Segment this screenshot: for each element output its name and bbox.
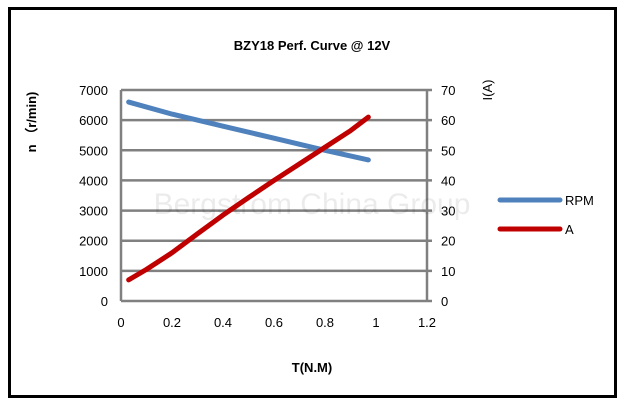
x-tick-label: 0.2 bbox=[163, 315, 181, 330]
legend-label-a: A bbox=[565, 222, 574, 237]
chart-title: BZY18 Perf. Curve @ 12V bbox=[234, 38, 391, 53]
x-tick-label: 0.4 bbox=[214, 315, 232, 330]
x-tick-label: 0.6 bbox=[265, 315, 283, 330]
series-line-rpm bbox=[126, 99, 371, 163]
x-tick-label: 1.2 bbox=[418, 315, 436, 330]
y2-tick-label: 30 bbox=[441, 204, 455, 219]
y2-axis-label: I(A) bbox=[480, 80, 495, 101]
y2-tick-label: 20 bbox=[441, 234, 455, 249]
y-tick-label: 4000 bbox=[79, 173, 108, 188]
y-tick-label: 1000 bbox=[79, 264, 108, 279]
watermark: Bergstrom China Group bbox=[154, 188, 471, 221]
y-tick-label: 5000 bbox=[79, 143, 108, 158]
y-tick-label: 2000 bbox=[79, 234, 108, 249]
y-tick-label: 6000 bbox=[79, 113, 108, 128]
y2-tick-label: 40 bbox=[441, 173, 455, 188]
x-tick-label: 1 bbox=[372, 315, 379, 330]
y-tick-label: 7000 bbox=[79, 83, 108, 98]
y2-tick-label: 70 bbox=[441, 83, 455, 98]
legend-label-rpm: RPM bbox=[565, 193, 594, 208]
y-axis-label: n （r/min) bbox=[24, 92, 39, 153]
y2-tick-label: 0 bbox=[441, 294, 448, 309]
y2-tick-label: 60 bbox=[441, 113, 455, 128]
x-tick-label: 0 bbox=[117, 315, 124, 330]
x-tick-label: 0.8 bbox=[316, 315, 334, 330]
y2-tick-label: 10 bbox=[441, 264, 455, 279]
y-tick-label: 0 bbox=[101, 294, 108, 309]
x-axis-label: T(N.M) bbox=[292, 360, 332, 375]
y-tick-label: 3000 bbox=[79, 204, 108, 219]
y2-tick-label: 50 bbox=[441, 143, 455, 158]
series-line-a bbox=[126, 114, 371, 283]
